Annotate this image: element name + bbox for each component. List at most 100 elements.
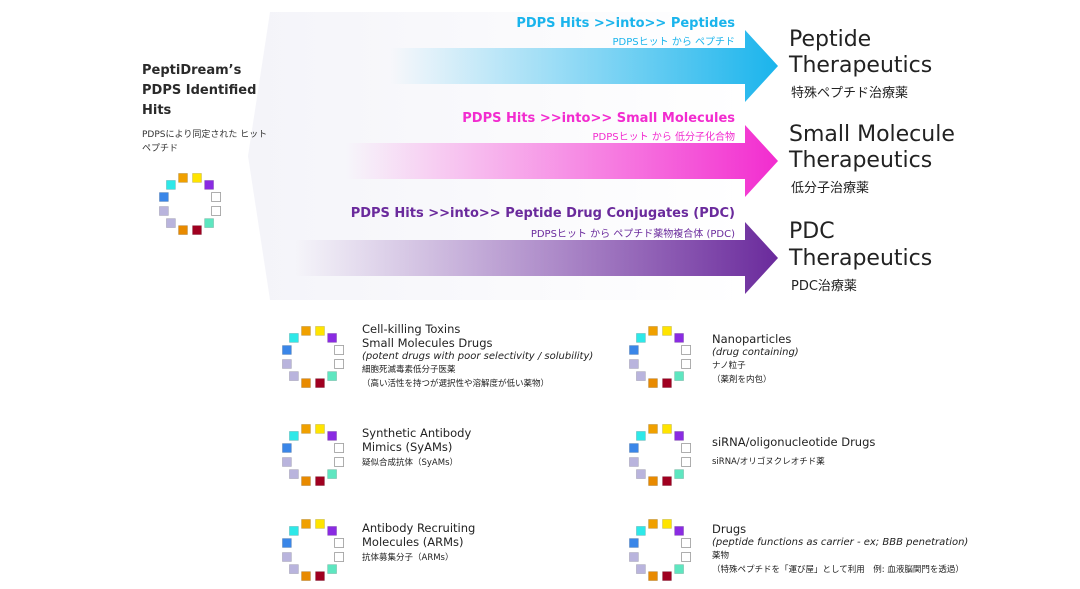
ring-residue xyxy=(681,345,691,355)
route-peptides-header: PDPS Hits >>into>> Peptides xyxy=(516,16,735,31)
ring-residue xyxy=(315,571,325,581)
ring-residue xyxy=(662,519,672,529)
ring-residue xyxy=(281,359,292,369)
ring-residue xyxy=(288,371,299,382)
ring-residue xyxy=(681,443,691,453)
ring-residue xyxy=(204,179,215,190)
route-small-molecules-sub: PDPSヒット から 低分子化合物 xyxy=(592,132,735,143)
category-title-line: Drugs xyxy=(712,522,747,536)
output-pdc-title-2: Therapeutics xyxy=(789,246,933,271)
ring-residue xyxy=(636,371,646,382)
ring-residue xyxy=(648,571,658,581)
ring-residue xyxy=(629,359,639,369)
ring-residue xyxy=(334,443,345,453)
category-note: (drug containing) xyxy=(712,347,799,358)
category-nanoparticles: Nanoparticles (drug containing) ナノ粒子 （薬剤… xyxy=(712,332,799,387)
ring-residue xyxy=(211,192,222,202)
category-syams: Synthetic Antibody Mimics (SyAMs) 疑似合成抗体… xyxy=(362,426,471,470)
ring-residue xyxy=(315,476,325,487)
category-jp-line: siRNA/オリゴヌクレオチド薬 xyxy=(712,457,825,467)
ring-residue xyxy=(662,378,672,389)
category-title-line: Antibody Recruiting xyxy=(362,521,476,535)
ring-residue xyxy=(681,457,691,467)
category-drugs: Drugs (peptide functions as carrier - ex… xyxy=(712,522,968,577)
ring-residue xyxy=(301,378,311,389)
ring-icon-nanoparticles xyxy=(629,325,691,389)
ring-residue xyxy=(281,552,292,562)
ring-residue xyxy=(192,225,202,236)
ring-residue xyxy=(165,218,176,229)
source-subtitle: PDPSにより同定された ヒットペプチド xyxy=(142,130,268,154)
category-jp-line: ナノ粒子 xyxy=(712,361,746,371)
ring-residue xyxy=(674,469,684,480)
ring-residue xyxy=(315,519,325,529)
category-jp-line: 疑似合成抗体（SyAMs） xyxy=(362,458,459,468)
category-jp-line: （高い活性を持つが選択性や溶解度が低い薬物） xyxy=(362,379,550,389)
ring-residue xyxy=(178,225,188,236)
ring-icon-syams xyxy=(281,423,345,487)
ring-residue xyxy=(301,423,311,434)
ring-residue xyxy=(301,476,311,487)
ring-residue xyxy=(636,469,646,480)
ring-residue xyxy=(301,571,311,581)
ring-residue xyxy=(334,538,345,548)
ring-residue xyxy=(211,206,222,216)
ring-residue xyxy=(674,371,684,382)
ring-residue xyxy=(629,552,639,562)
ring-residue xyxy=(629,538,639,548)
route-pdc-sub: PDPSヒット から ペプチド薬物複合体 (PDC) xyxy=(530,229,735,240)
category-note: (peptide functions as carrier - ex; BBB … xyxy=(712,537,969,548)
ring-icon-cell-killing xyxy=(281,325,345,389)
ring-residue xyxy=(327,469,338,480)
ring-residue xyxy=(204,218,215,229)
output-small-molecule-title-1: Small Molecule xyxy=(789,122,955,147)
ring-residue xyxy=(281,457,292,467)
category-jp-line: 抗体募集分子（ARMs） xyxy=(362,553,454,563)
ring-icon-drugs xyxy=(629,519,691,581)
ring-residue xyxy=(662,325,672,336)
ring-residue xyxy=(674,526,684,536)
category-title-line: siRNA/oligonucleotide Drugs xyxy=(712,435,876,449)
category-sirna: siRNA/oligonucleotide Drugs siRNA/オリゴヌクレ… xyxy=(712,435,875,469)
ring-residue xyxy=(674,332,684,343)
ring-residue xyxy=(334,359,345,369)
ring-residue xyxy=(648,519,658,529)
ring-residue xyxy=(315,325,325,336)
ring-residue xyxy=(192,172,202,183)
ring-residue xyxy=(327,430,338,441)
ring-residue xyxy=(158,206,169,216)
ring-residue xyxy=(327,332,338,343)
output-pdc-jp: PDC治療薬 xyxy=(791,279,857,294)
arrow-small-molecules xyxy=(345,125,778,197)
source-title: PeptiDream’s PDPS Identified Hits xyxy=(142,63,257,118)
ring-residue xyxy=(681,552,691,562)
ring-residue xyxy=(648,476,658,487)
ring-residue xyxy=(629,443,639,453)
category-jp-line: 薬物 xyxy=(712,551,730,561)
output-peptide-jp: 特殊ペプチド治療薬 xyxy=(791,86,909,101)
ring-residue xyxy=(301,325,311,336)
route-pdc-header: PDPS Hits >>into>> Peptide Drug Conjugat… xyxy=(350,206,735,221)
route-peptides-sub: PDPSヒット から ペプチド xyxy=(612,37,735,48)
ring-residue xyxy=(636,526,646,536)
category-title-line: Cell-killing Toxins xyxy=(362,322,461,336)
ring-residue xyxy=(288,526,299,536)
route-small-molecules-header: PDPS Hits >>into>> Small Molecules xyxy=(462,111,735,126)
ring-residue xyxy=(674,564,684,574)
ring-residue xyxy=(636,430,646,441)
ring-residue xyxy=(327,564,338,574)
ring-residue xyxy=(281,538,292,548)
arrow-peptides xyxy=(390,30,778,102)
output-peptide-title-2: Therapeutics xyxy=(789,53,933,78)
category-jp-line: （特殊ペプチドを「運び屋」として利用 例: 血液脳関門を透過） xyxy=(712,565,964,575)
ring-residue xyxy=(662,423,672,434)
ring-residue xyxy=(648,423,658,434)
ring-icon-sirna xyxy=(629,423,691,487)
category-title-line: Nanoparticles xyxy=(712,332,792,346)
ring-residue xyxy=(334,457,345,467)
ring-residue xyxy=(681,538,691,548)
ring-residue xyxy=(674,430,684,441)
ring-residue xyxy=(327,371,338,382)
arrow-pdc xyxy=(295,222,778,294)
